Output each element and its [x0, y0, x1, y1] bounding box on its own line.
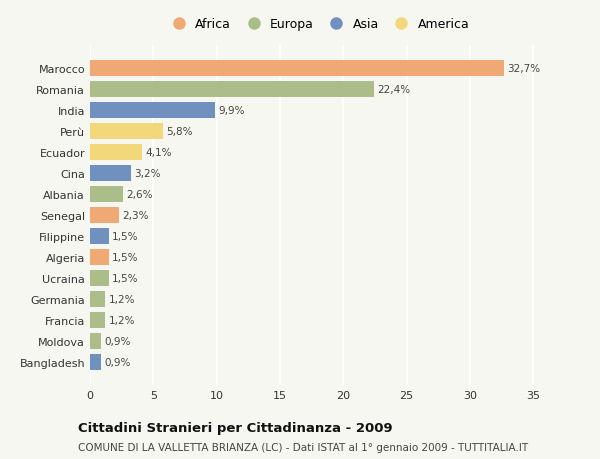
Text: 1,5%: 1,5%: [112, 252, 139, 263]
Bar: [90, 313, 105, 328]
Text: 5,8%: 5,8%: [167, 127, 193, 137]
Bar: [90, 271, 109, 286]
Bar: [90, 166, 131, 182]
Text: 2,3%: 2,3%: [122, 211, 149, 221]
Text: 1,2%: 1,2%: [109, 315, 135, 325]
Text: 0,9%: 0,9%: [104, 357, 131, 367]
Text: 3,2%: 3,2%: [134, 169, 160, 179]
Bar: [90, 187, 123, 202]
Text: 1,5%: 1,5%: [112, 232, 139, 241]
Text: 1,5%: 1,5%: [112, 274, 139, 284]
Bar: [90, 208, 119, 224]
Text: Cittadini Stranieri per Cittadinanza - 2009: Cittadini Stranieri per Cittadinanza - 2…: [78, 421, 392, 434]
Legend: Africa, Europa, Asia, America: Africa, Europa, Asia, America: [167, 18, 469, 31]
Bar: [90, 334, 101, 349]
Bar: [90, 145, 142, 161]
Bar: [90, 250, 109, 265]
Text: COMUNE DI LA VALLETTA BRIANZA (LC) - Dati ISTAT al 1° gennaio 2009 - TUTTITALIA.: COMUNE DI LA VALLETTA BRIANZA (LC) - Dat…: [78, 442, 528, 452]
Text: 2,6%: 2,6%: [126, 190, 152, 200]
Bar: [90, 124, 163, 140]
Bar: [90, 62, 504, 77]
Text: 32,7%: 32,7%: [508, 64, 541, 74]
Text: 1,2%: 1,2%: [109, 295, 135, 304]
Bar: [90, 103, 215, 119]
Text: 22,4%: 22,4%: [377, 85, 410, 95]
Bar: [90, 354, 101, 370]
Text: 9,9%: 9,9%: [218, 106, 245, 116]
Bar: [90, 229, 109, 245]
Text: 4,1%: 4,1%: [145, 148, 172, 158]
Bar: [90, 82, 374, 98]
Text: 0,9%: 0,9%: [104, 336, 131, 347]
Bar: [90, 291, 105, 308]
